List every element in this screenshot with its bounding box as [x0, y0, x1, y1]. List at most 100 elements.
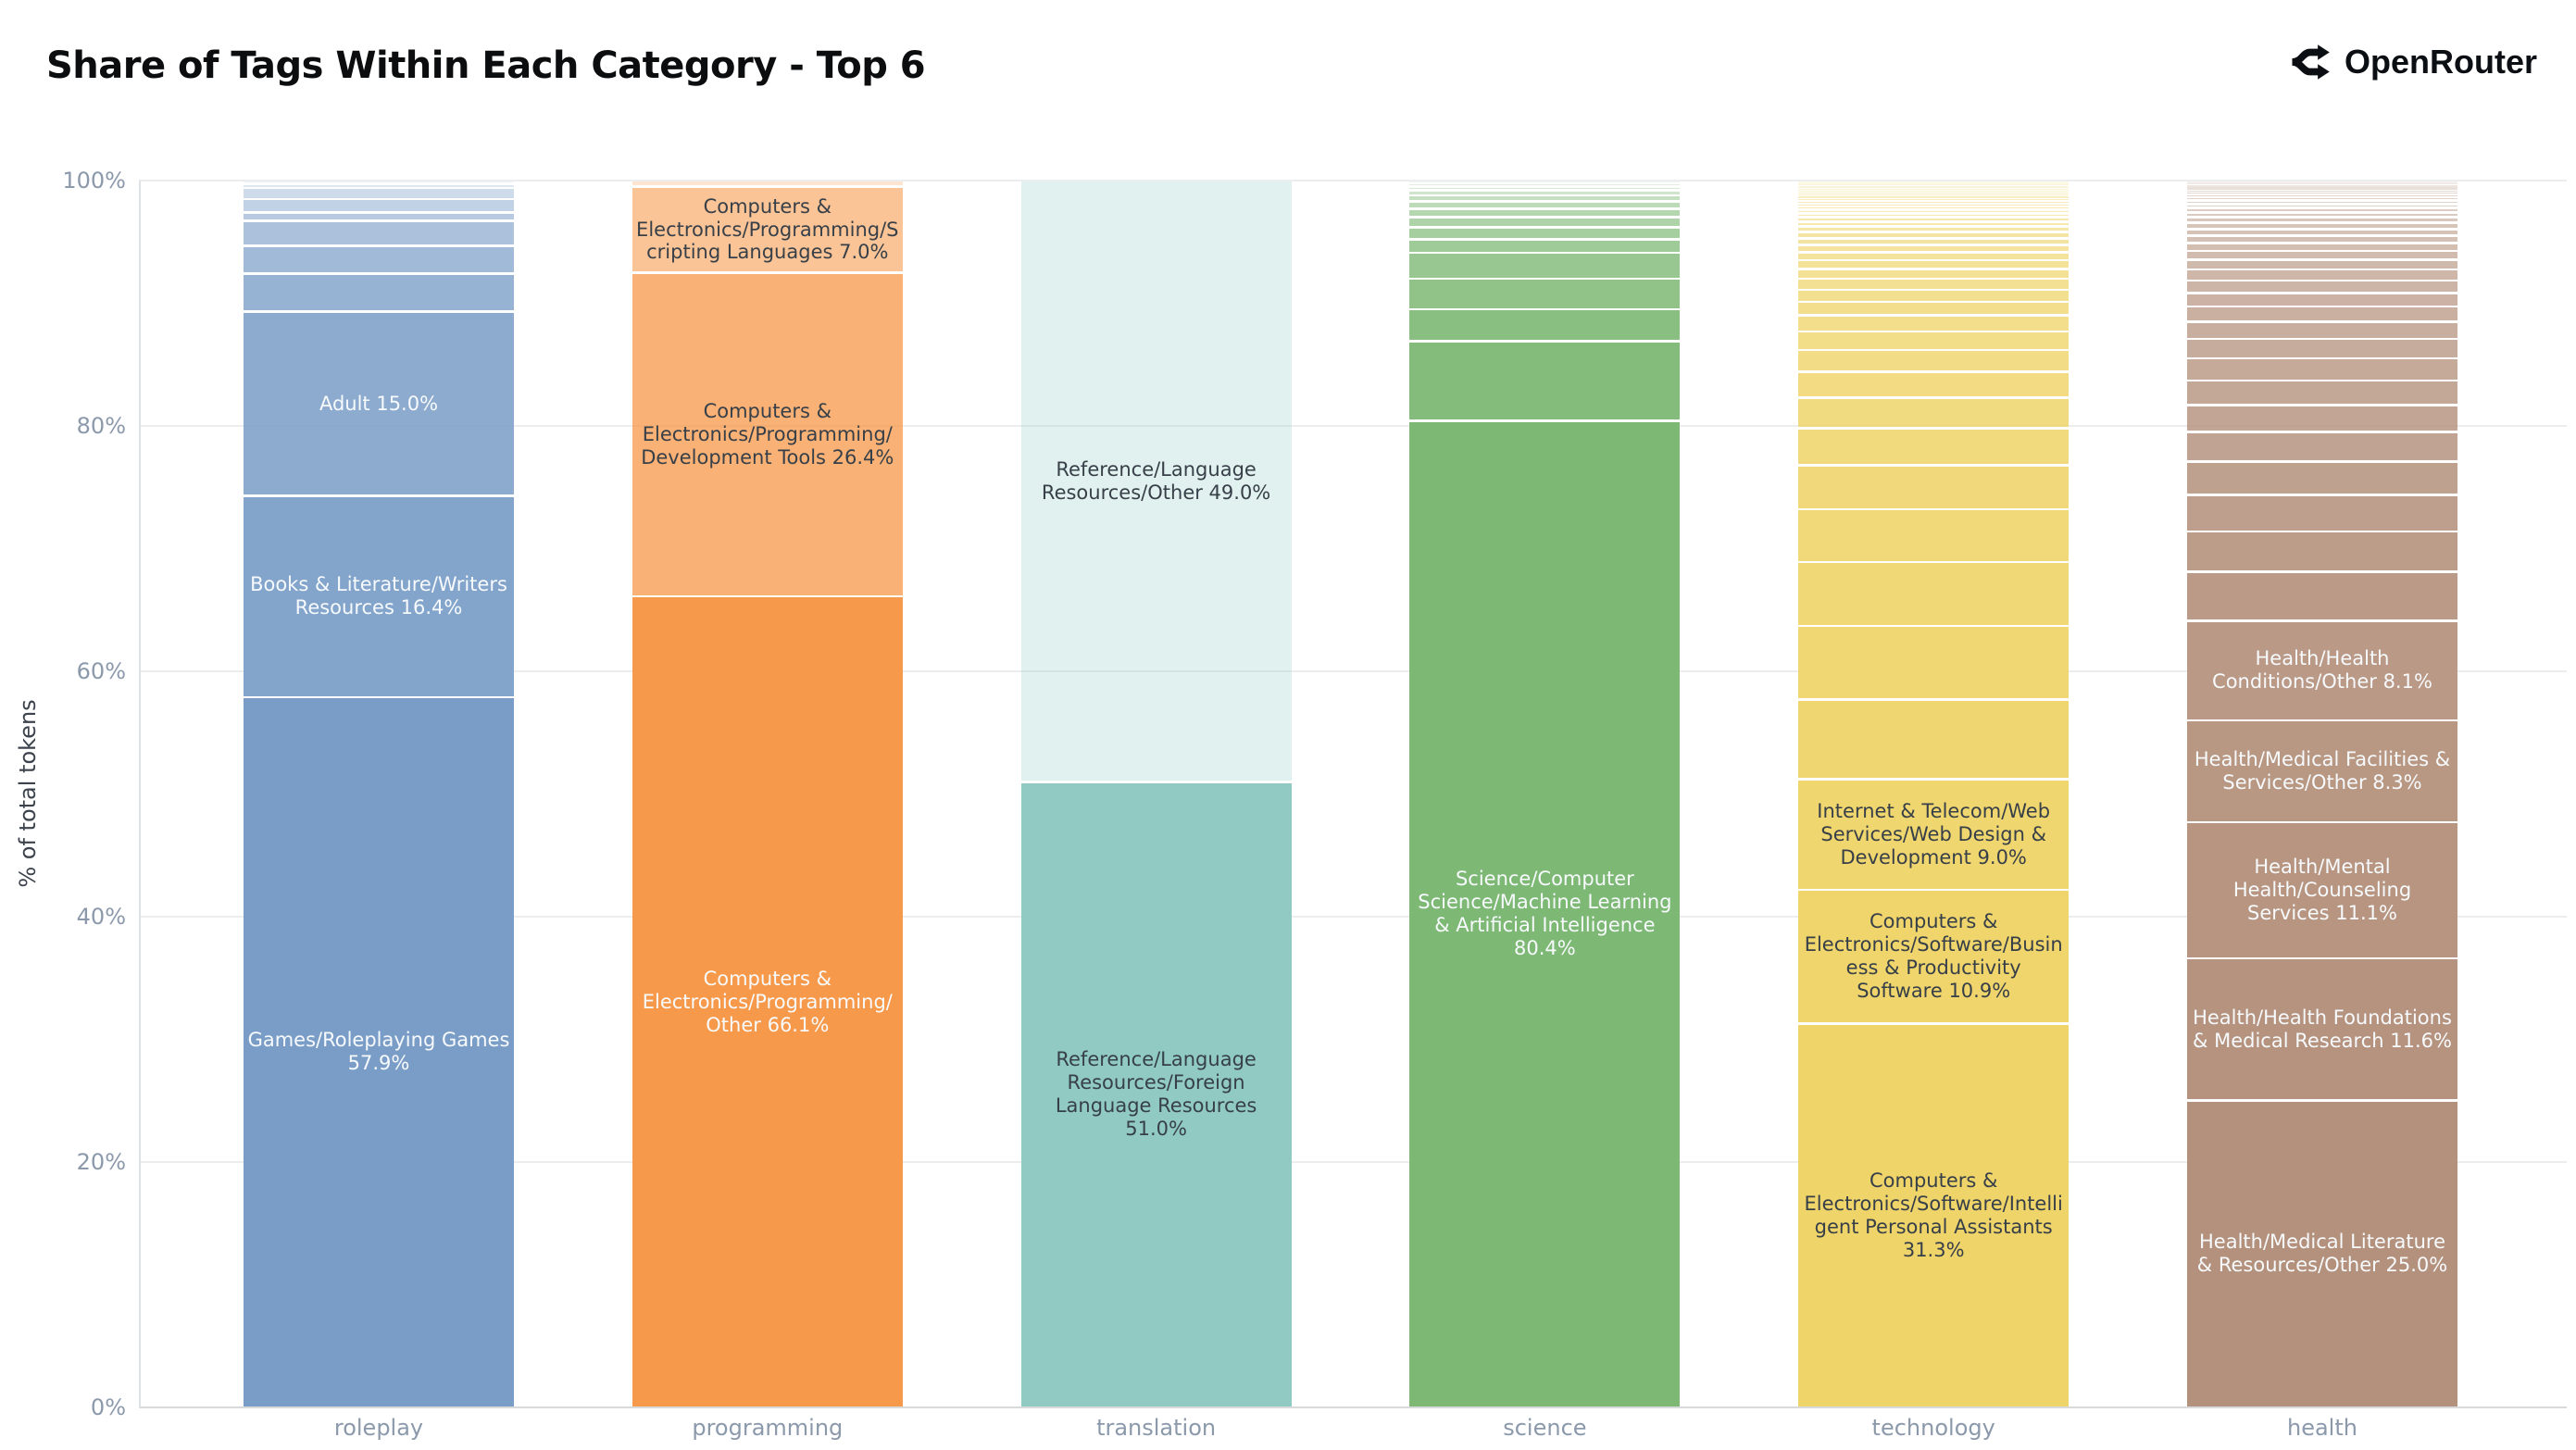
segment-reference-language-resources-other[interactable]: Reference/Language Resources/Other 49.0%	[1020, 181, 1292, 781]
segment-technology-minor-35[interactable]	[1798, 190, 2070, 193]
segment-computers-electronics-software-business-[interactable]: Computers & Electronics/Software/Busines…	[1798, 891, 2070, 1022]
segment-health-minor-25[interactable]	[2187, 219, 2457, 222]
segment-technology-minor-29[interactable]	[1798, 204, 2070, 206]
segment-science-minor-5[interactable]	[1409, 240, 1681, 252]
segment-roleplay-minor-4[interactable]	[244, 246, 514, 273]
segment-health-minor-26[interactable]	[2187, 213, 2457, 217]
segment-science-minor-3[interactable]	[1409, 280, 1681, 308]
segment-health-minor-6[interactable]	[2187, 532, 2457, 571]
segment-technology-minor-3[interactable]	[1798, 700, 2070, 779]
segment-technology-minor-27[interactable]	[1798, 210, 2070, 212]
segment-health-minor-37[interactable]	[2187, 183, 2457, 185]
segment-health-health-foundations-medical-resear[interactable]: Health/Health Foundations & Medical Rese…	[2187, 959, 2457, 1100]
segment-technology-minor-15[interactable]	[1798, 291, 2070, 301]
segment-health-minor-29[interactable]	[2187, 201, 2457, 203]
segment-technology-minor-30[interactable]	[1798, 201, 2070, 203]
segment-health-minor-11[interactable]	[2187, 381, 2457, 405]
segment-health-health-conditions-other[interactable]: Health/Health Conditions/Other 8.1%	[2187, 621, 2457, 719]
segment-science-minor-10[interactable]	[1409, 196, 1681, 201]
segment-science-minor-2[interactable]	[1409, 310, 1681, 341]
segment-roleplay-minor-7[interactable]	[244, 200, 514, 212]
segment-technology-minor-39[interactable]	[1798, 184, 2070, 186]
segment-technology-minor-9[interactable]	[1798, 398, 2070, 428]
segment-health-minor-16[interactable]	[2187, 294, 2457, 306]
segment-health-medical-facilities-services-other[interactable]: Health/Medical Facilities & Services/Oth…	[2187, 721, 2457, 821]
segment-technology-minor-26[interactable]	[1798, 214, 2070, 217]
segment-science-minor-14[interactable]	[1409, 181, 1681, 183]
segment-technology-minor-40[interactable]	[1798, 182, 2070, 185]
segment-roleplay-minor-8[interactable]	[244, 189, 514, 198]
segment-technology-minor-32[interactable]	[1798, 196, 2070, 198]
segment-roleplay-minor-5[interactable]	[244, 222, 514, 244]
openrouter-logo[interactable]: OpenRouter	[2287, 43, 2537, 81]
segment-computers-electronics-programming-other[interactable]: Computers & Electronics/Programming/Othe…	[631, 597, 903, 1406]
segment-programming-minor-3[interactable]	[631, 181, 903, 186]
segment-health-minor-35[interactable]	[2187, 186, 2457, 188]
segment-technology-minor-5[interactable]	[1798, 563, 2070, 625]
segment-technology-minor-34[interactable]	[1798, 192, 2070, 194]
segment-health-minor-15[interactable]	[2187, 307, 2457, 321]
segment-health-minor-22[interactable]	[2187, 236, 2457, 243]
segment-health-minor-38[interactable]	[2187, 181, 2457, 184]
segment-roleplay-minor-3[interactable]	[244, 275, 514, 311]
segment-health-minor-31[interactable]	[2187, 194, 2457, 197]
segment-science-minor-7[interactable]	[1409, 219, 1681, 227]
segment-science-minor-4[interactable]	[1409, 254, 1681, 278]
segment-technology-minor-33[interactable]	[1798, 194, 2070, 196]
segment-technology-minor-13[interactable]	[1798, 317, 2070, 331]
segment-technology-minor-14[interactable]	[1798, 303, 2070, 315]
segment-internet-telecom-web-services-web-design[interactable]: Internet & Telecom/Web Services/Web Desi…	[1798, 780, 2070, 889]
segment-health-mental-health-counseling-services[interactable]: Health/Mental Health/Counseling Services…	[2187, 823, 2457, 957]
segment-health-minor-28[interactable]	[2187, 205, 2457, 207]
segment-health-minor-30[interactable]	[2187, 198, 2457, 200]
segment-health-minor-18[interactable]	[2187, 270, 2457, 280]
segment-technology-minor-18[interactable]	[1798, 261, 2070, 269]
segment-technology-minor-21[interactable]	[1798, 239, 2070, 244]
segment-technology-minor-20[interactable]	[1798, 245, 2070, 252]
segment-technology-minor-28[interactable]	[1798, 206, 2070, 209]
segment-science-minor-9[interactable]	[1409, 202, 1681, 208]
segment-technology-minor-37[interactable]	[1798, 187, 2070, 189]
segment-health-minor-33[interactable]	[2187, 190, 2457, 192]
segment-technology-minor-11[interactable]	[1798, 351, 2070, 371]
segment-science-minor-8[interactable]	[1409, 209, 1681, 217]
segment-health-minor-27[interactable]	[2187, 208, 2457, 212]
segment-health-minor-12[interactable]	[2187, 359, 2457, 380]
segment-health-minor-24[interactable]	[2187, 224, 2457, 229]
segment-health-minor-34[interactable]	[2187, 188, 2457, 190]
segment-health-minor-23[interactable]	[2187, 230, 2457, 235]
segment-games-roleplaying-games[interactable]: Games/Roleplaying Games 57.9%	[244, 698, 514, 1406]
segment-technology-minor-6[interactable]	[1798, 510, 2070, 561]
segment-health-minor-7[interactable]	[2187, 495, 2457, 531]
segment-technology-minor-36[interactable]	[1798, 188, 2070, 191]
segment-adult[interactable]: Adult 15.0%	[244, 313, 514, 495]
segment-technology-minor-22[interactable]	[1798, 232, 2070, 237]
segment-technology-minor-42[interactable]	[1798, 181, 2070, 183]
segment-computers-electronics-software-intellige[interactable]: Computers & Electronics/Software/Intelli…	[1798, 1024, 2070, 1406]
segment-technology-minor-41[interactable]	[1798, 181, 2070, 183]
segment-computers-electronics-programming-develo[interactable]: Computers & Electronics/Programming/Deve…	[631, 273, 903, 595]
segment-health-minor-14[interactable]	[2187, 322, 2457, 338]
segment-health-minor-32[interactable]	[2187, 193, 2457, 194]
segment-technology-minor-7[interactable]	[1798, 466, 2070, 508]
segment-technology-minor-24[interactable]	[1798, 222, 2070, 226]
segment-health-minor-13[interactable]	[2187, 340, 2457, 357]
segment-health-minor-9[interactable]	[2187, 432, 2457, 461]
segment-science-minor-13[interactable]	[1409, 183, 1681, 186]
segment-reference-language-resources-foreign-lan[interactable]: Reference/Language Resources/Foreign Lan…	[1020, 782, 1292, 1406]
segment-health-minor-8[interactable]	[2187, 462, 2457, 494]
segment-technology-minor-12[interactable]	[1798, 332, 2070, 349]
segment-health-minor-20[interactable]	[2187, 252, 2457, 259]
segment-health-minor-36[interactable]	[2187, 184, 2457, 186]
segment-technology-minor-4[interactable]	[1798, 627, 2070, 699]
segment-books-literature-writers-resources[interactable]: Books & Literature/Writers Resources 16.…	[244, 496, 514, 696]
segment-technology-minor-23[interactable]	[1798, 227, 2070, 231]
segment-health-minor-39[interactable]	[2187, 181, 2457, 183]
segment-health-minor-19[interactable]	[2187, 260, 2457, 269]
segment-roleplay-minor-10[interactable]	[244, 181, 514, 183]
segment-science-minor-11[interactable]	[1409, 191, 1681, 194]
segment-technology-minor-25[interactable]	[1798, 218, 2070, 221]
segment-health-minor-5[interactable]	[2187, 572, 2457, 620]
segment-roleplay-minor-6[interactable]	[244, 213, 514, 220]
segment-health-medical-literature-resources-othe[interactable]: Health/Medical Literature & Resources/Ot…	[2187, 1102, 2457, 1406]
